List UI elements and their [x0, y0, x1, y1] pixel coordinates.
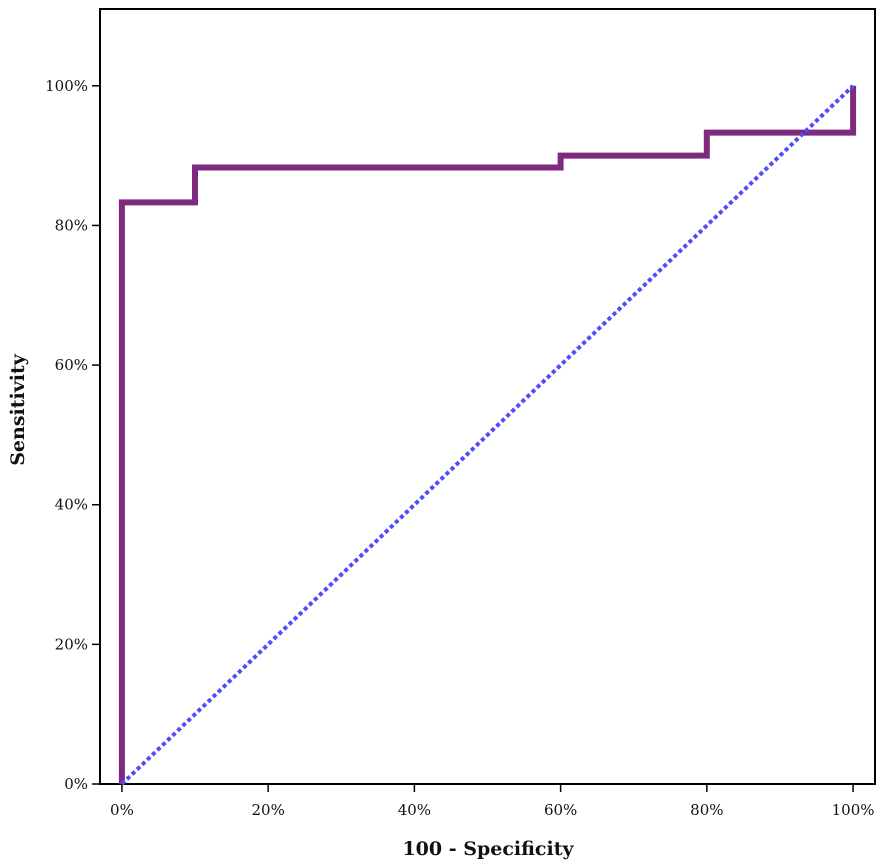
reference-diagonal-line [120, 84, 855, 786]
data-series [118, 84, 857, 786]
y-tick-label: 100% [45, 77, 88, 95]
y-tick-label: 40% [55, 496, 88, 514]
y-axis-title: Sensitivity [7, 353, 29, 466]
x-tick-label: 100% [832, 801, 875, 819]
y-tick-label: 20% [55, 635, 88, 653]
x-tick-label: 80% [690, 801, 723, 819]
plot-frame [99, 8, 876, 785]
roc-curve-line [118, 85, 857, 784]
x-tick-label: 40% [398, 801, 431, 819]
x-axis-title: 100 - Specificity [402, 838, 574, 860]
y-tick-label: 0% [64, 775, 88, 793]
y-tick-label: 80% [55, 216, 88, 234]
x-tick-label: 20% [251, 801, 284, 819]
x-tick-label: 0% [110, 801, 134, 819]
axis-ticks: 0% 20% 40% 60% 80% 100% 0% 20% 40% 60% 80% 100% [45, 77, 874, 819]
x-tick-label: 60% [544, 801, 577, 819]
y-tick-label: 60% [55, 356, 88, 374]
